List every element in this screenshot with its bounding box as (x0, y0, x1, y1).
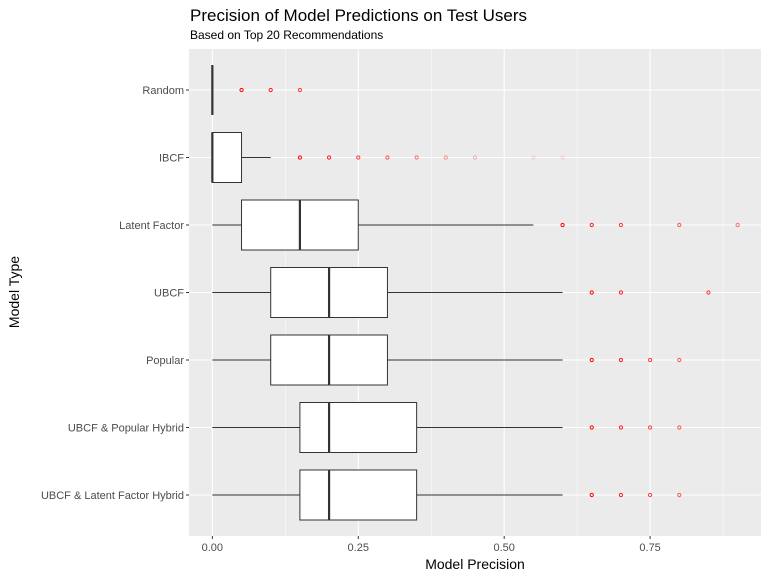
outlier-point (560, 155, 565, 160)
outlier-point (618, 357, 624, 363)
chart-subtitle: Based on Top 20 Recommendations (190, 28, 383, 42)
y-tick-label: IBCF (159, 153, 184, 165)
iqr-box (299, 469, 418, 521)
x-tick-label: 0.25 (348, 542, 369, 554)
outlier-point (297, 87, 302, 93)
x-tick-label: 0.50 (493, 542, 514, 554)
iqr-box (299, 402, 418, 453)
outlier-point (618, 492, 624, 498)
outlier-point (677, 222, 682, 228)
outlier-point (677, 492, 682, 498)
box-ubcf (212, 267, 563, 318)
outlier-point (618, 425, 624, 430)
y-axis-title: Model Type (6, 256, 22, 328)
outlier-point (618, 290, 624, 295)
y-tick-label: Random (142, 85, 184, 97)
boxes (211, 65, 563, 521)
y-tick-label: Latent Factor (119, 220, 184, 232)
box-ubcf-popular-hybrid (212, 402, 563, 453)
x-tick-label: 0.75 (639, 542, 660, 554)
y-tick-label: UBCF & Latent Factor Hybrid (41, 490, 184, 502)
outlier-point (385, 155, 390, 160)
outlier-point (326, 155, 332, 160)
y-tick-label: UBCF & Popular Hybrid (68, 423, 184, 435)
outlier-point (706, 290, 711, 295)
y-tick-label: UBCF (154, 288, 184, 300)
outlier-point (414, 155, 419, 160)
box-popular (212, 334, 563, 386)
outlier-point (648, 425, 653, 430)
outlier-point (648, 357, 653, 363)
box-ibcf (211, 132, 271, 183)
outlier-point (443, 155, 448, 160)
outlier-point (589, 357, 594, 363)
outlier-point (589, 425, 594, 430)
outlier-point (677, 425, 682, 430)
outlier-point (268, 87, 273, 93)
x-tick-labels: 0.00 0.25 0.50 0.75 (202, 536, 661, 554)
y-tick-labels: Random IBCF Latent Factor UBCF Popular UBCF &… (41, 85, 189, 502)
outlier-point (531, 155, 536, 160)
outlier-point (677, 357, 682, 363)
chart-title: Precision of Model Predictions on Test U… (190, 6, 527, 25)
outlier-point (239, 87, 244, 93)
iqr-box (211, 132, 243, 183)
x-tick-label: 0.00 (202, 542, 223, 554)
outlier-point (589, 290, 594, 295)
outlier-point (297, 155, 302, 160)
outlier-point (356, 155, 361, 160)
y-tick-label: Popular (146, 355, 184, 367)
box-ubcf-latent-factor-hybrid (212, 469, 563, 521)
box-latent-factor (212, 199, 534, 251)
outlier-point (735, 222, 740, 228)
outlier-point (618, 222, 624, 228)
outlier-point (589, 492, 594, 498)
outlier-point (472, 155, 478, 160)
outlier-point (560, 222, 565, 228)
outlier-point (589, 222, 594, 228)
outliers (239, 87, 740, 498)
x-axis-title: Model Precision (425, 556, 525, 572)
outlier-point (648, 492, 653, 498)
